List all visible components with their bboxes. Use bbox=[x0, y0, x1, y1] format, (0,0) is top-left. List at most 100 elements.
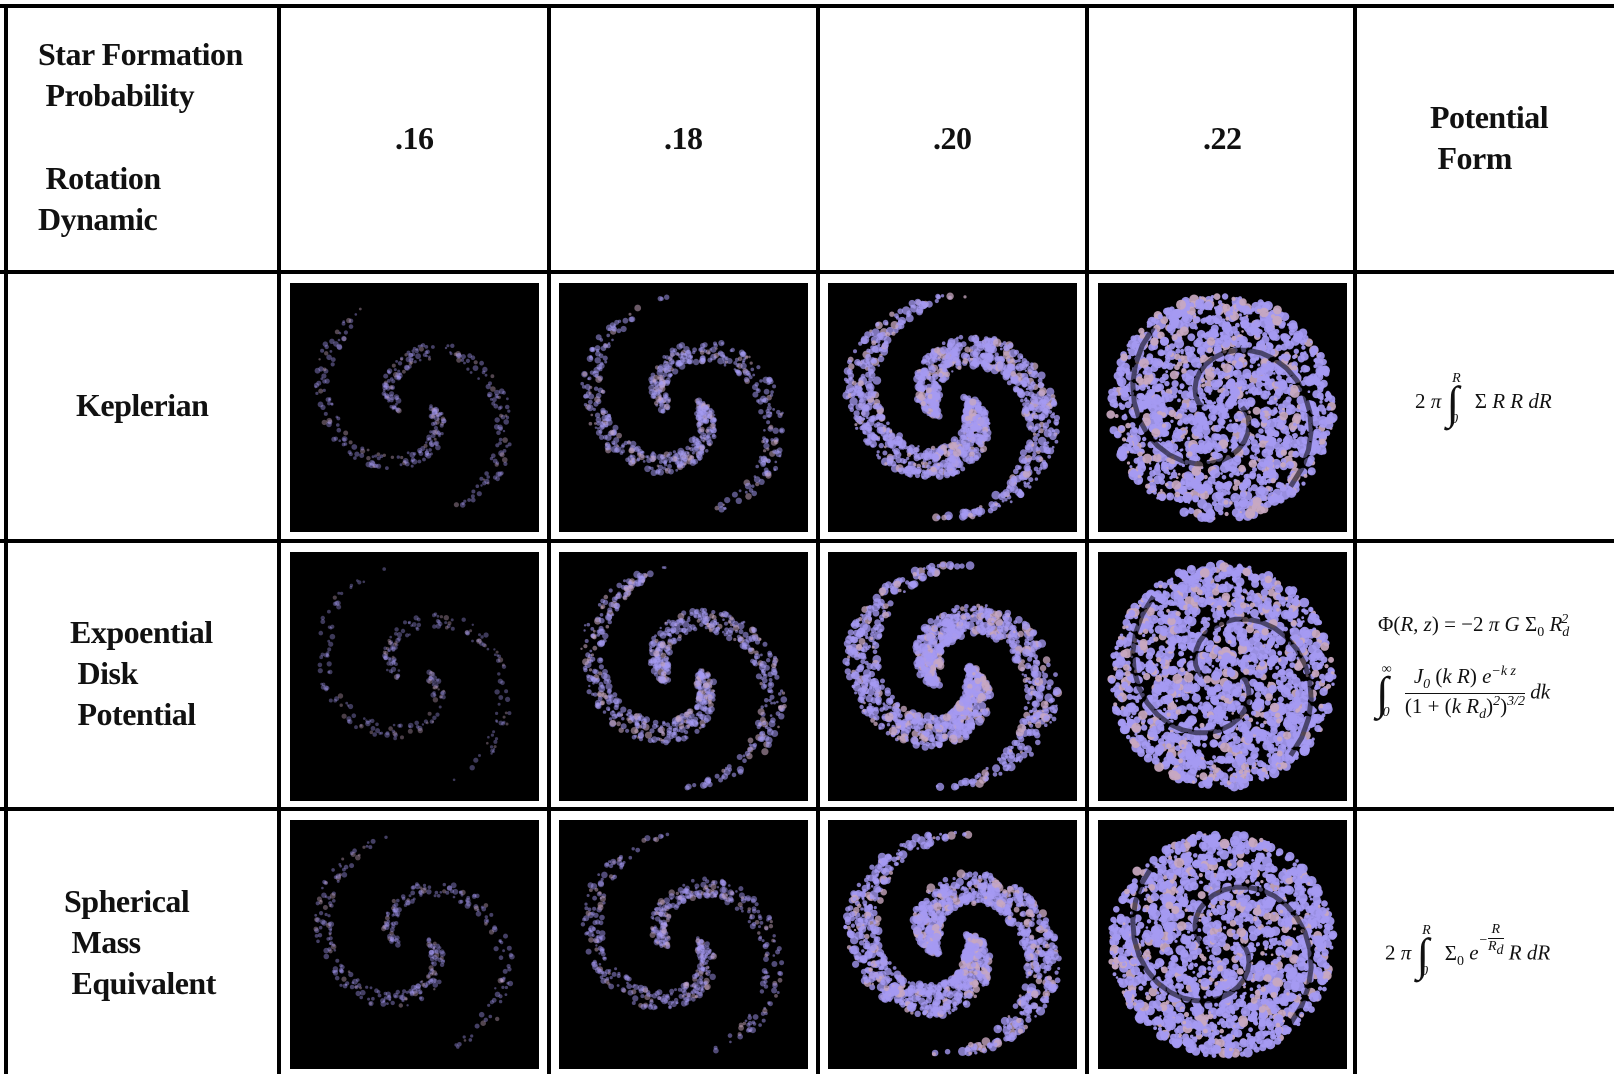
star-particle bbox=[1207, 488, 1214, 494]
star-particle bbox=[886, 421, 890, 426]
star-particle bbox=[759, 379, 763, 383]
star-particle bbox=[1324, 416, 1332, 425]
star-particle bbox=[865, 362, 871, 368]
star-particle bbox=[930, 445, 936, 451]
star-particle bbox=[341, 321, 346, 326]
star-particle bbox=[390, 396, 395, 401]
star-particle bbox=[407, 620, 412, 625]
star-particle bbox=[324, 351, 329, 356]
star-particle bbox=[972, 351, 979, 358]
star-particle bbox=[969, 451, 975, 458]
star-particle bbox=[968, 441, 975, 447]
star-particle bbox=[994, 502, 998, 506]
star-particle bbox=[1127, 348, 1131, 352]
star-particle bbox=[1153, 318, 1159, 324]
star-particle bbox=[1250, 308, 1255, 313]
star-particle bbox=[1156, 378, 1160, 382]
star-particle bbox=[384, 395, 387, 398]
star-particle bbox=[320, 684, 326, 690]
star-particle bbox=[1195, 415, 1204, 423]
star-particle bbox=[1049, 432, 1057, 441]
star-particle bbox=[426, 434, 432, 440]
star-particle bbox=[697, 700, 704, 707]
star-particle bbox=[1243, 473, 1249, 480]
star-particle bbox=[393, 732, 398, 738]
star-particle bbox=[486, 475, 490, 479]
star-particle bbox=[1165, 370, 1169, 373]
star-particle bbox=[1250, 444, 1260, 453]
star-particle bbox=[594, 422, 597, 425]
star-particle bbox=[663, 736, 671, 744]
star-particle bbox=[773, 468, 777, 472]
star-particle bbox=[430, 421, 436, 427]
star-particle bbox=[964, 346, 971, 353]
star-particle bbox=[589, 649, 593, 653]
star-particle bbox=[620, 713, 624, 717]
star-particle bbox=[960, 344, 963, 347]
star-particle bbox=[383, 393, 386, 396]
star-particle bbox=[394, 375, 399, 380]
star-particle bbox=[1002, 489, 1010, 497]
star-particle bbox=[1030, 395, 1038, 404]
star-particle bbox=[412, 452, 417, 456]
star-particle bbox=[663, 461, 667, 465]
star-particle bbox=[394, 646, 398, 650]
star-particle bbox=[390, 666, 397, 672]
star-particle bbox=[386, 668, 389, 672]
star-particle bbox=[1324, 430, 1331, 437]
star-particle bbox=[594, 345, 601, 351]
star-particle bbox=[971, 508, 978, 515]
star-particle bbox=[1190, 358, 1201, 368]
star-particle bbox=[495, 471, 501, 477]
star-particle bbox=[1139, 448, 1143, 452]
star-particle bbox=[605, 417, 610, 422]
star-particle bbox=[1170, 471, 1178, 479]
star-particle bbox=[505, 444, 509, 448]
star-particle bbox=[927, 393, 933, 399]
star-particle bbox=[1231, 435, 1237, 441]
star-particle bbox=[417, 727, 423, 734]
star-particle bbox=[1189, 404, 1193, 408]
star-particle bbox=[393, 368, 397, 372]
star-particle bbox=[1244, 372, 1251, 379]
star-particle bbox=[329, 350, 333, 353]
star-particle bbox=[969, 398, 977, 406]
star-particle bbox=[689, 459, 697, 466]
star-particle bbox=[453, 352, 458, 357]
star-particle bbox=[1286, 323, 1290, 327]
star-particle bbox=[1232, 485, 1239, 491]
star-particle bbox=[1150, 337, 1159, 346]
star-particle bbox=[1264, 367, 1274, 377]
star-particle bbox=[978, 405, 987, 415]
star-particle bbox=[1217, 300, 1223, 305]
star-particle bbox=[584, 383, 591, 390]
star-particle bbox=[1021, 457, 1028, 464]
star-particle bbox=[393, 394, 400, 401]
star-particle bbox=[1238, 313, 1242, 317]
star-particle bbox=[848, 377, 852, 381]
star-particle bbox=[1151, 428, 1161, 438]
star-particle bbox=[665, 722, 671, 727]
star-particle bbox=[499, 413, 503, 418]
star-particle bbox=[1197, 512, 1207, 522]
star-particle bbox=[1205, 315, 1215, 326]
star-particle bbox=[1300, 364, 1309, 373]
star-particle bbox=[646, 570, 654, 578]
star-particle bbox=[1118, 425, 1125, 432]
star-particle bbox=[602, 638, 607, 643]
star-particle bbox=[610, 325, 617, 331]
star-particle bbox=[693, 716, 699, 722]
star-particle bbox=[587, 388, 591, 392]
star-particle bbox=[945, 365, 949, 368]
star-particle bbox=[491, 401, 496, 406]
star-particle bbox=[771, 663, 777, 669]
star-particle bbox=[1186, 352, 1193, 358]
star-particle bbox=[1187, 451, 1193, 457]
star-particle bbox=[770, 438, 774, 442]
star-particle bbox=[662, 396, 668, 402]
star-particle bbox=[1268, 410, 1272, 414]
star-particle bbox=[598, 353, 604, 359]
star-particle bbox=[324, 344, 329, 350]
star-particle bbox=[1282, 407, 1285, 411]
star-particle bbox=[1299, 370, 1303, 373]
